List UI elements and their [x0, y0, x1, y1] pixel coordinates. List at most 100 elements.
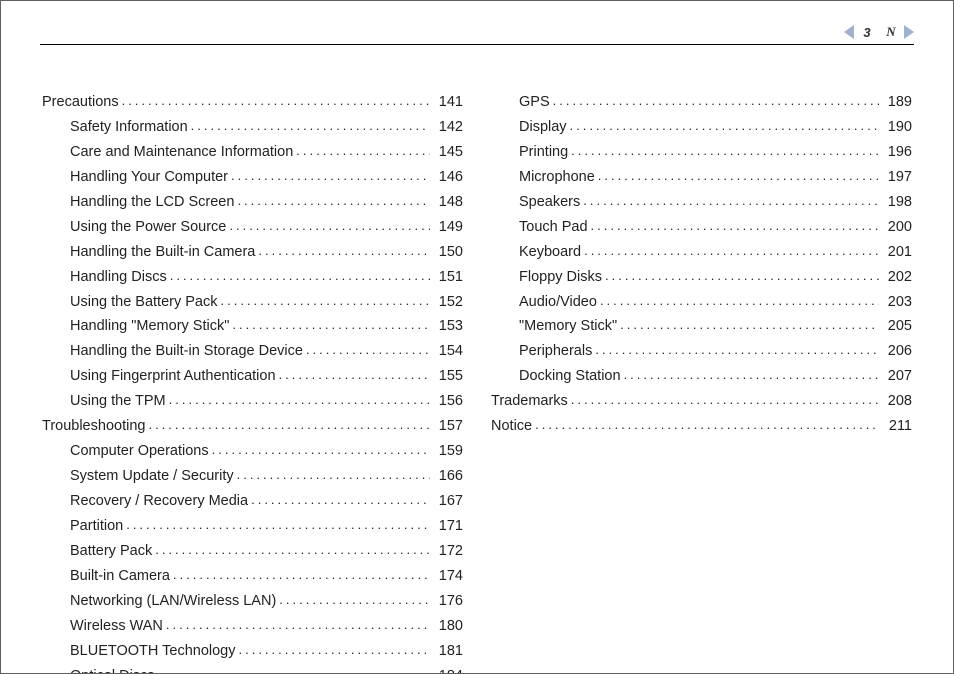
toc-entry[interactable]: Wireless WAN 180 [42, 614, 463, 639]
toc-entry[interactable]: Keyboard 201 [491, 240, 912, 265]
toc-entry[interactable]: Notice211 [491, 414, 912, 439]
toc-entry-page: 181 [433, 639, 463, 664]
toc-entry-title: Peripherals [519, 339, 592, 364]
toc-entry[interactable]: Floppy Disks202 [491, 265, 912, 290]
dot-leader [155, 539, 430, 561]
toc-entry-title: Using the TPM [70, 389, 166, 414]
dot-leader [212, 439, 430, 461]
toc-entry-title: Wireless WAN [70, 614, 163, 639]
toc-entry-page: 151 [433, 265, 463, 290]
toc-entry-page: 201 [882, 240, 912, 265]
toc-entry-page: 152 [433, 290, 463, 315]
dot-leader [237, 464, 430, 486]
toc-entry-title: Display [519, 115, 567, 140]
toc-entry-title: System Update / Security [70, 464, 234, 489]
toc-entry-title: Computer Operations [70, 439, 209, 464]
toc-entry-title: Troubleshooting [42, 414, 145, 439]
dot-leader [166, 614, 430, 636]
toc-entry[interactable]: Handling the LCD Screen148 [42, 190, 463, 215]
toc-entry[interactable]: Troubleshooting157 [42, 414, 463, 439]
toc-entry[interactable]: Using Fingerprint Authentication 155 [42, 364, 463, 389]
toc-entry[interactable]: System Update / Security166 [42, 464, 463, 489]
toc-entry[interactable]: BLUETOOTH Technology181 [42, 639, 463, 664]
dot-leader [279, 589, 430, 611]
toc-entry[interactable]: Battery Pack172 [42, 539, 463, 564]
next-page-arrow-icon[interactable] [904, 25, 914, 39]
toc-entry[interactable]: Partition171 [42, 514, 463, 539]
toc-entry-page: 190 [882, 115, 912, 140]
toc-entry[interactable]: Networking (LAN/Wireless LAN)176 [42, 589, 463, 614]
toc-entry[interactable]: Care and Maintenance Information145 [42, 140, 463, 165]
toc-entry[interactable]: Handling Discs151 [42, 265, 463, 290]
toc-entry-page: 159 [433, 439, 463, 464]
toc-entry-title: Recovery / Recovery Media [70, 489, 248, 514]
toc-entry-title: Microphone [519, 165, 595, 190]
toc-entry-title: Touch Pad [519, 215, 588, 240]
toc-entry[interactable]: Speakers198 [491, 190, 912, 215]
toc-entry[interactable]: Using the Battery Pack 152 [42, 290, 463, 315]
toc-entry[interactable]: Using the Power Source149 [42, 215, 463, 240]
dot-leader [221, 290, 431, 312]
toc-entry-title: Keyboard [519, 240, 581, 265]
toc-entry[interactable]: Built-in Camera174 [42, 564, 463, 589]
toc-entry-title: Using Fingerprint Authentication [70, 364, 276, 389]
toc-entry[interactable]: Precautions141 [42, 90, 463, 115]
toc-entry-title: Audio/Video [519, 290, 597, 315]
toc-entry-page: 184 [433, 664, 463, 674]
page-header: 3 N [844, 22, 914, 42]
toc-entry-page: 141 [433, 90, 463, 115]
toc-entry-page: 189 [882, 90, 912, 115]
dot-leader [583, 190, 879, 212]
toc-entry-title: Printing [519, 140, 568, 165]
toc-entry[interactable]: Printing196 [491, 140, 912, 165]
toc-entry-page: 203 [882, 290, 912, 315]
dot-leader [237, 190, 430, 212]
toc-entry-page: 206 [882, 339, 912, 364]
toc-entry[interactable]: Handling the Built-in Camera 150 [42, 240, 463, 265]
toc-entry-title: Safety Information [70, 115, 188, 140]
toc-entry[interactable]: GPS189 [491, 90, 912, 115]
toc-entry[interactable]: Touch Pad200 [491, 215, 912, 240]
toc-entry-page: 155 [433, 364, 463, 389]
page-label-n: N [880, 22, 902, 42]
toc-entry-title: Using the Power Source [70, 215, 226, 240]
dot-leader [570, 115, 879, 137]
dot-leader [624, 364, 879, 386]
toc-entry[interactable]: Trademarks208 [491, 389, 912, 414]
dot-leader [191, 115, 430, 137]
toc-entry-title: Built-in Camera [70, 564, 170, 589]
toc-entry[interactable]: "Memory Stick"205 [491, 314, 912, 339]
dot-leader [600, 290, 879, 312]
toc-entry-page: 207 [882, 364, 912, 389]
toc-entry[interactable]: Handling Your Computer146 [42, 165, 463, 190]
dot-leader [238, 639, 430, 661]
toc-entry-title: Optical Discs [70, 664, 155, 674]
toc-entry[interactable]: Peripherals 206 [491, 339, 912, 364]
dot-leader [231, 165, 430, 187]
toc-entry[interactable]: Optical Discs 184 [42, 664, 463, 674]
toc-entry[interactable]: Docking Station207 [491, 364, 912, 389]
toc-entry[interactable]: Display 190 [491, 115, 912, 140]
toc-entry-title: Handling the Built-in Camera [70, 240, 255, 265]
dot-leader [148, 414, 430, 436]
toc-column-left: Precautions141Safety Information142Care … [42, 90, 463, 674]
dot-leader [126, 514, 430, 536]
toc-entry[interactable]: Microphone197 [491, 165, 912, 190]
toc-entry[interactable]: Handling "Memory Stick"153 [42, 314, 463, 339]
dot-leader [605, 265, 879, 287]
toc-entry-title: Networking (LAN/Wireless LAN) [70, 589, 276, 614]
toc-entry-title: Handling Your Computer [70, 165, 228, 190]
toc-entry[interactable]: Using the TPM156 [42, 389, 463, 414]
dot-leader [620, 314, 879, 336]
toc-entry[interactable]: Audio/Video 203 [491, 290, 912, 315]
toc-entry[interactable]: Computer Operations 159 [42, 439, 463, 464]
toc-entry-page: 167 [433, 489, 463, 514]
toc-entry-title: Using the Battery Pack [70, 290, 218, 315]
toc-entry-page: 150 [433, 240, 463, 265]
toc-entry-page: 180 [433, 614, 463, 639]
toc-entry[interactable]: Recovery / Recovery Media 167 [42, 489, 463, 514]
toc-entry[interactable]: Safety Information142 [42, 115, 463, 140]
prev-page-arrow-icon[interactable] [844, 25, 854, 39]
toc-entry[interactable]: Handling the Built-in Storage Device154 [42, 339, 463, 364]
toc-entry-page: 153 [433, 314, 463, 339]
